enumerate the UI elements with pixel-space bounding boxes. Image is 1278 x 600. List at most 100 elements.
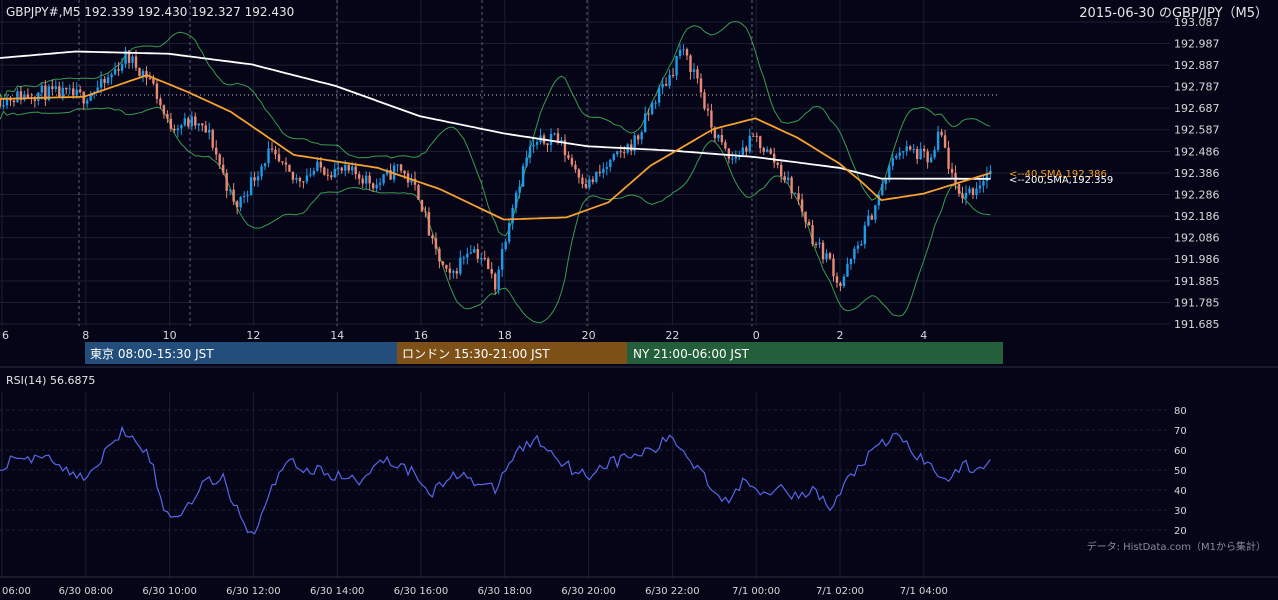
candle-body (487, 258, 490, 269)
candle-body (936, 131, 940, 150)
candle-body (769, 149, 772, 154)
session-bands: 東京 08:00-15:30 JST ロンドン 15:30-21:00 JST … (85, 342, 1003, 364)
candle-body (745, 147, 748, 152)
candle-body (678, 50, 682, 57)
candle-body (703, 92, 706, 109)
candle-body (612, 154, 615, 160)
candle-body (361, 178, 364, 184)
candle-body (717, 135, 720, 139)
datetime-tick-label: 6/30 08:00 (59, 586, 113, 597)
candle-body (319, 161, 323, 168)
rsi-label: RSI(14) 56.6875 (6, 374, 95, 387)
candle-body (643, 113, 647, 133)
candle-body (403, 170, 406, 174)
candle-body (368, 175, 371, 184)
candle-body (511, 207, 514, 224)
candle-body (692, 69, 696, 73)
candle-body (173, 128, 176, 131)
candle-body (0, 98, 2, 107)
candle-body (385, 170, 389, 175)
sma200-label: <--200,SMA,192.359 (1009, 175, 1113, 186)
candle-body (804, 211, 807, 222)
hour-tick-label: 2 (837, 329, 844, 342)
candle-body (68, 88, 71, 90)
candle-body (221, 164, 225, 173)
candle-body (103, 78, 106, 84)
candle-body (211, 129, 214, 148)
candle-body (371, 183, 375, 189)
candle-body (968, 188, 971, 193)
rsi-panel (0, 425, 991, 535)
data-source-note: データ: HistData.com（M1から集計） (1087, 540, 1266, 553)
candle-body (357, 174, 361, 179)
datetime-tick-label: 7/1 02:00 (816, 586, 864, 597)
candle-body (525, 157, 528, 167)
candle-body (410, 178, 413, 183)
candle-body (427, 212, 431, 236)
candle-body (584, 184, 588, 188)
candle-body (675, 56, 678, 76)
candle-body (33, 98, 37, 101)
candle-body (441, 261, 445, 265)
candle-body (166, 113, 169, 119)
hour-tick-label: 6 (2, 329, 9, 342)
datetime-tick-label: 6/30 18:00 (478, 586, 532, 597)
candle-body (351, 166, 354, 171)
candle-body (563, 140, 567, 156)
candle-body (950, 168, 954, 173)
candle-body (466, 253, 469, 258)
session-band-ny (627, 342, 1003, 364)
candle-body (943, 135, 947, 148)
candle-body (870, 215, 874, 220)
candle-body (982, 181, 985, 186)
candle-body (588, 179, 591, 188)
price-tick-label: 192.286 (1174, 189, 1220, 202)
candle-body (330, 175, 333, 178)
candle-body (323, 167, 326, 175)
candle-body (710, 110, 713, 128)
candle-body (574, 164, 577, 170)
candle-body (500, 249, 504, 270)
candle-body (623, 152, 626, 154)
candle-body (912, 149, 915, 151)
hour-tick-label: 22 (665, 329, 679, 342)
candle-body (96, 87, 99, 93)
candle-body (190, 116, 194, 127)
candle-body (811, 225, 814, 244)
candle-body (497, 269, 500, 290)
rsi-tick-label: 30 (1174, 506, 1187, 517)
candle-body (846, 264, 849, 277)
candle-body (169, 118, 173, 129)
candle-body (724, 142, 727, 149)
candle-body (630, 144, 633, 151)
candle-body (696, 69, 699, 79)
candle-body (120, 64, 124, 71)
candle-body (835, 276, 839, 283)
candle-body (832, 258, 835, 277)
candle-body (5, 97, 9, 106)
candle-body (455, 271, 459, 274)
candle-body (302, 181, 305, 183)
candle-body (480, 257, 483, 259)
candle-body (340, 167, 343, 171)
candle-body (270, 148, 274, 150)
hour-tick-label: 16 (414, 329, 428, 342)
candle-body (860, 244, 863, 246)
candle-body (284, 162, 288, 165)
price-tick-label: 192.787 (1174, 81, 1220, 94)
candle-body (546, 143, 549, 146)
candle-body (895, 155, 898, 159)
candle-body (978, 185, 982, 189)
candle-body (316, 161, 319, 171)
candle-body (947, 147, 950, 169)
sma40-label: <--40,SMA,192.386 (1009, 169, 1107, 180)
rsi-tick-label: 20 (1174, 526, 1187, 537)
candle-body (40, 85, 44, 93)
candle-body (881, 183, 884, 195)
candle-body (863, 225, 867, 245)
price-tick-label: 192.587 (1174, 124, 1220, 137)
candle-body (434, 238, 438, 249)
price-tick-label: 192.987 (1174, 38, 1220, 51)
session-band-london (397, 342, 627, 364)
candle-body (849, 258, 853, 265)
